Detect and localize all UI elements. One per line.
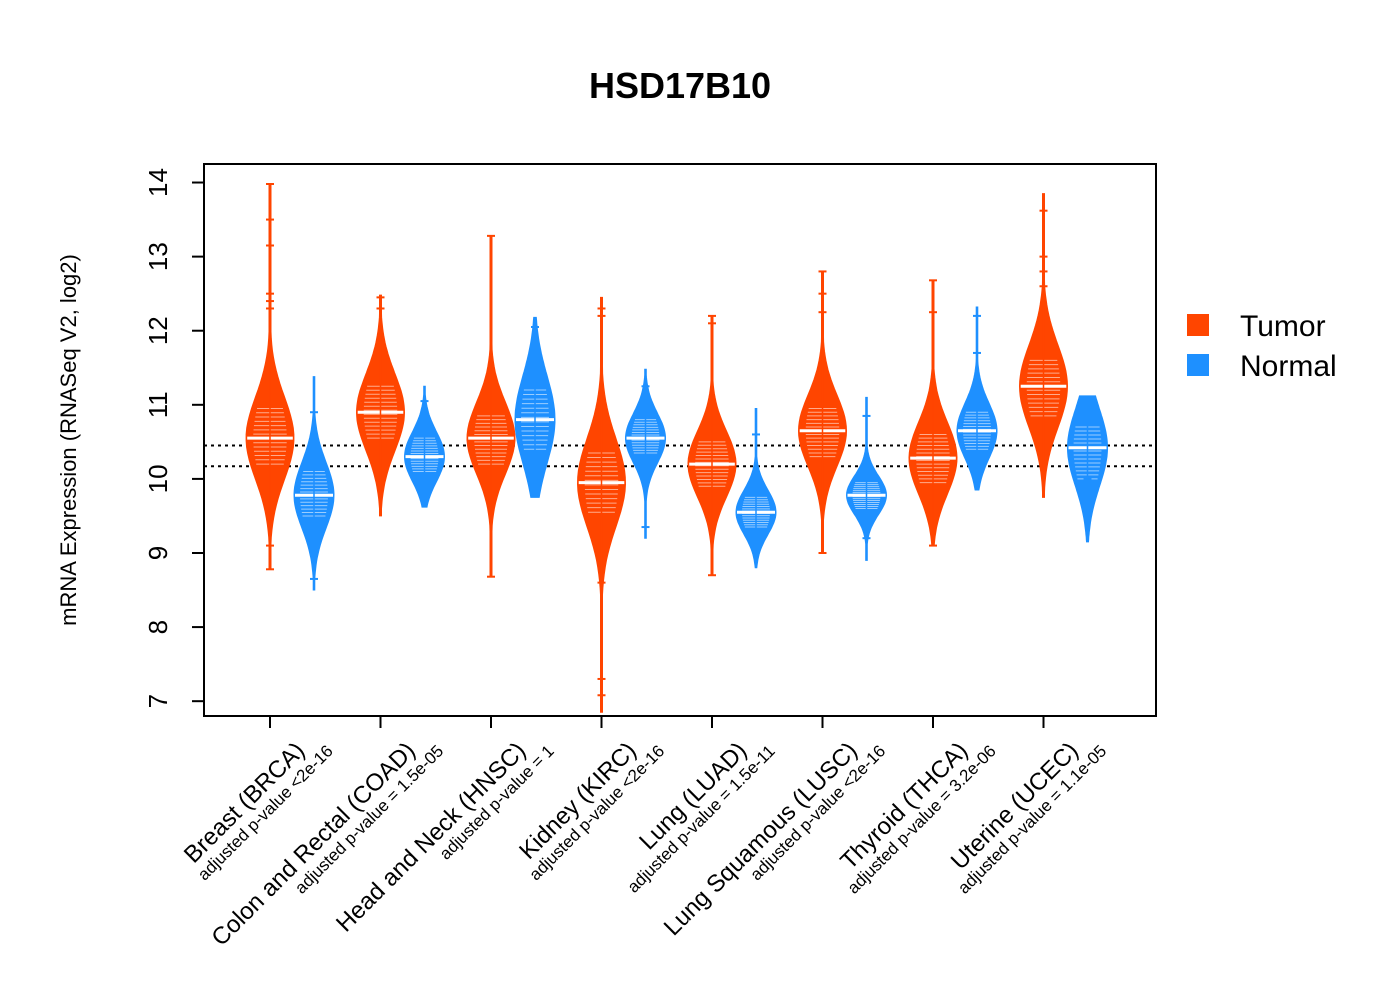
legend: Tumor Normal — [1187, 310, 1337, 383]
plot-frame — [203, 163, 1157, 717]
legend-swatch-tumor — [1187, 314, 1209, 336]
y-tick-label: 7 — [143, 694, 173, 708]
legend-swatch-normal — [1187, 354, 1209, 376]
y-tick-label: 9 — [143, 546, 173, 560]
y-axis-label: mRNA Expression (RNASeq V2, log2) — [56, 254, 81, 626]
y-tick-label: 13 — [143, 242, 173, 271]
chart-title: HSD17B10 — [589, 65, 771, 106]
legend-label-normal: Normal — [1240, 350, 1337, 383]
legend-label-tumor: Tumor — [1240, 310, 1326, 343]
y-tick-label: 11 — [143, 391, 173, 418]
y-tick-label: 12 — [143, 316, 173, 345]
y-tick-label: 14 — [143, 168, 173, 197]
y-tick-label: 8 — [143, 620, 173, 634]
y-tick-label: 10 — [143, 464, 173, 493]
